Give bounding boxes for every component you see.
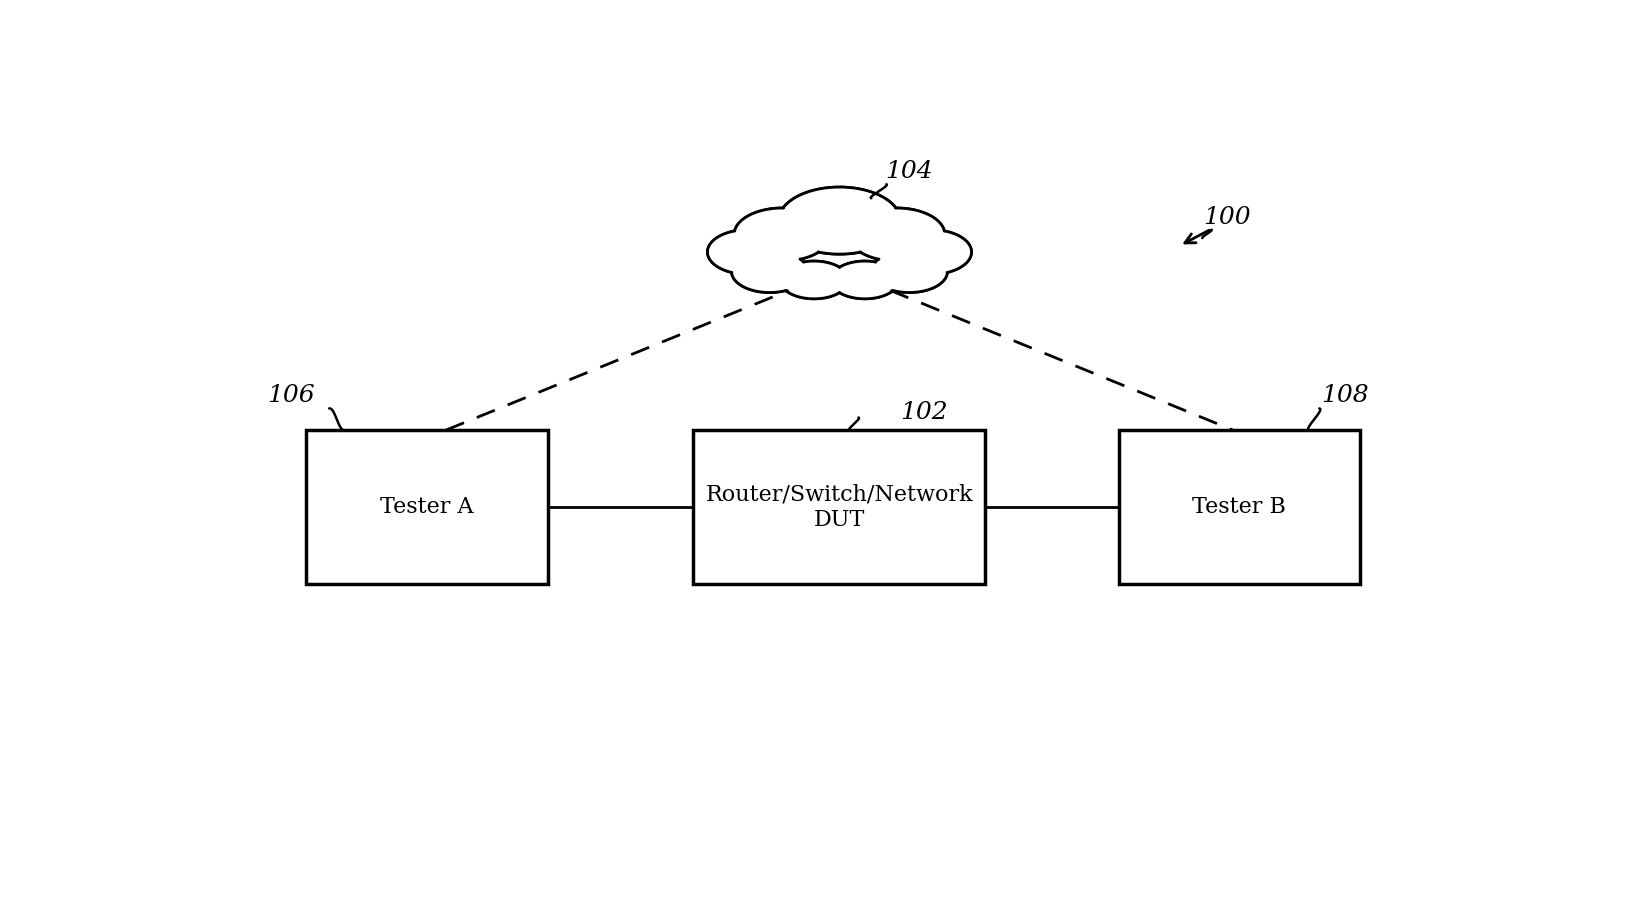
Circle shape (778, 187, 901, 254)
Circle shape (891, 230, 970, 274)
Circle shape (781, 262, 847, 298)
Circle shape (734, 251, 806, 292)
Circle shape (735, 210, 829, 260)
Text: 102: 102 (901, 401, 948, 424)
Circle shape (832, 262, 898, 298)
Text: 106: 106 (267, 384, 314, 406)
Text: 104: 104 (886, 161, 934, 183)
Text: 108: 108 (1320, 384, 1368, 406)
Circle shape (734, 208, 830, 261)
Circle shape (780, 261, 848, 298)
FancyBboxPatch shape (693, 430, 986, 584)
Circle shape (781, 189, 898, 253)
Text: Tester A: Tester A (380, 496, 473, 518)
Circle shape (830, 261, 899, 298)
FancyBboxPatch shape (1119, 430, 1360, 584)
Text: 100: 100 (1202, 206, 1250, 229)
Circle shape (873, 251, 945, 292)
Circle shape (732, 250, 808, 293)
Circle shape (708, 229, 790, 274)
Circle shape (848, 208, 945, 261)
Text: Router/Switch/Network
DUT: Router/Switch/Network DUT (706, 483, 973, 531)
Text: Tester B: Tester B (1192, 496, 1286, 518)
Circle shape (891, 229, 971, 274)
FancyBboxPatch shape (306, 430, 547, 584)
Circle shape (871, 250, 947, 293)
Circle shape (709, 230, 788, 274)
Circle shape (850, 210, 943, 260)
